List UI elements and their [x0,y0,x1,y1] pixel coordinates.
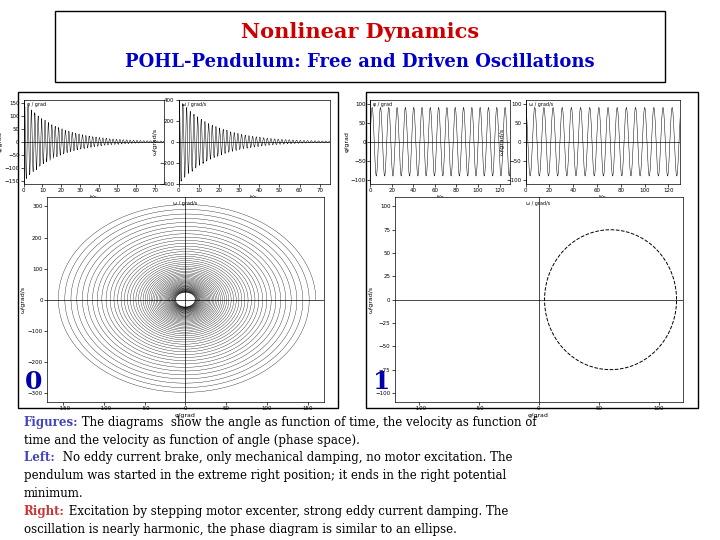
Bar [18,92,338,408]
Text: Figures:: Figures: [24,416,78,429]
Text: time and the velocity as function of angle (phase space).: time and the velocity as function of ang… [24,434,359,447]
Text: Left:: Left: [24,451,58,464]
Y-axis label: ω/grad/s: ω/grad/s [21,286,26,313]
Text: ω / grad/s: ω / grad/s [174,201,197,206]
Bar [366,92,698,408]
Text: No eddy current brake, only mechanical damping, no motor excitation. The: No eddy current brake, only mechanical d… [58,451,512,464]
X-axis label: φ/grad: φ/grad [175,413,196,418]
X-axis label: φ/grad: φ/grad [528,413,549,418]
Y-axis label: φ/grad: φ/grad [0,131,3,152]
Text: 1: 1 [373,370,390,394]
Text: pendulum was started in the extreme right position; it ends in the right potenti: pendulum was started in the extreme righ… [24,469,506,482]
Bar [55,11,665,82]
Text: The diagrams  show the angle as function of time, the velocity as function of: The diagrams show the angle as function … [78,416,537,429]
Text: Excitation by stepping motor excenter, strong eddy current damping. The: Excitation by stepping motor excenter, s… [65,505,508,518]
Text: ω / grad/s: ω / grad/s [181,102,206,106]
Text: φ / grad: φ / grad [373,102,392,106]
Text: minimum.: minimum. [24,487,84,500]
Y-axis label: φ/grad: φ/grad [344,131,349,152]
X-axis label: t/s: t/s [251,194,258,199]
X-axis label: t/s: t/s [436,194,444,199]
Text: Nonlinear Dynamics: Nonlinear Dynamics [241,22,479,42]
Text: ω / grad/s: ω / grad/s [526,201,551,206]
Text: POHL-Pendulum: Free and Driven Oscillations: POHL-Pendulum: Free and Driven Oscillati… [125,53,595,71]
X-axis label: t/s: t/s [599,194,607,199]
Y-axis label: ω/grad/s: ω/grad/s [369,286,374,313]
Y-axis label: ω/grad/s: ω/grad/s [500,128,505,156]
Text: Right:: Right: [24,505,65,518]
Text: φ / grad: φ / grad [27,102,45,106]
Text: ω / grad/s: ω / grad/s [528,102,553,106]
X-axis label: t/s: t/s [90,194,98,199]
Text: oscillation is nearly harmonic, the phase diagram is similar to an ellipse.: oscillation is nearly harmonic, the phas… [24,523,456,536]
Y-axis label: ω/grad/s: ω/grad/s [153,128,158,156]
Text: 0: 0 [25,370,42,394]
